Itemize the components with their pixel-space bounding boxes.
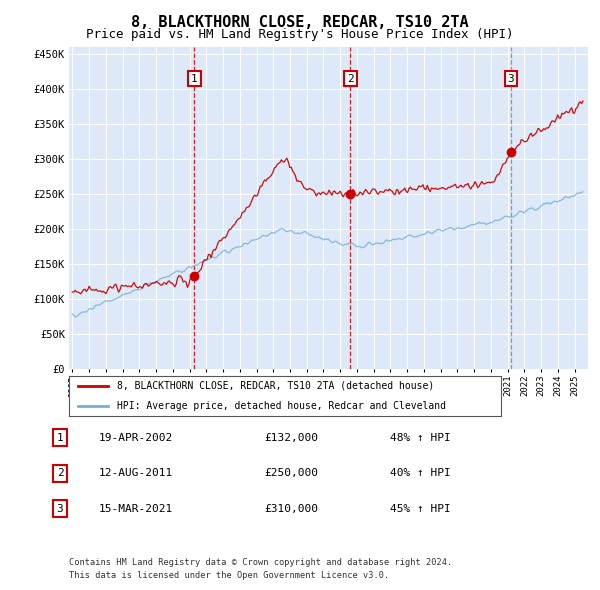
Text: Contains HM Land Registry data © Crown copyright and database right 2024.: Contains HM Land Registry data © Crown c… [69, 558, 452, 566]
Text: 40% ↑ HPI: 40% ↑ HPI [390, 468, 451, 478]
Text: £132,000: £132,000 [264, 433, 318, 442]
Text: 3: 3 [508, 74, 514, 84]
Text: HPI: Average price, detached house, Redcar and Cleveland: HPI: Average price, detached house, Redc… [116, 401, 446, 411]
Text: 2: 2 [56, 468, 64, 478]
Text: 1: 1 [191, 74, 198, 84]
Text: 12-AUG-2011: 12-AUG-2011 [99, 468, 173, 478]
Text: 8, BLACKTHORN CLOSE, REDCAR, TS10 2TA: 8, BLACKTHORN CLOSE, REDCAR, TS10 2TA [131, 15, 469, 30]
Text: This data is licensed under the Open Government Licence v3.0.: This data is licensed under the Open Gov… [69, 571, 389, 580]
Text: 3: 3 [56, 504, 64, 513]
Text: 45% ↑ HPI: 45% ↑ HPI [390, 504, 451, 513]
Text: 19-APR-2002: 19-APR-2002 [99, 433, 173, 442]
Text: £310,000: £310,000 [264, 504, 318, 513]
Text: 8, BLACKTHORN CLOSE, REDCAR, TS10 2TA (detached house): 8, BLACKTHORN CLOSE, REDCAR, TS10 2TA (d… [116, 381, 434, 391]
Text: 1: 1 [56, 433, 64, 442]
Text: 48% ↑ HPI: 48% ↑ HPI [390, 433, 451, 442]
Text: Price paid vs. HM Land Registry's House Price Index (HPI): Price paid vs. HM Land Registry's House … [86, 28, 514, 41]
Text: 2: 2 [347, 74, 354, 84]
Text: £250,000: £250,000 [264, 468, 318, 478]
Text: 15-MAR-2021: 15-MAR-2021 [99, 504, 173, 513]
